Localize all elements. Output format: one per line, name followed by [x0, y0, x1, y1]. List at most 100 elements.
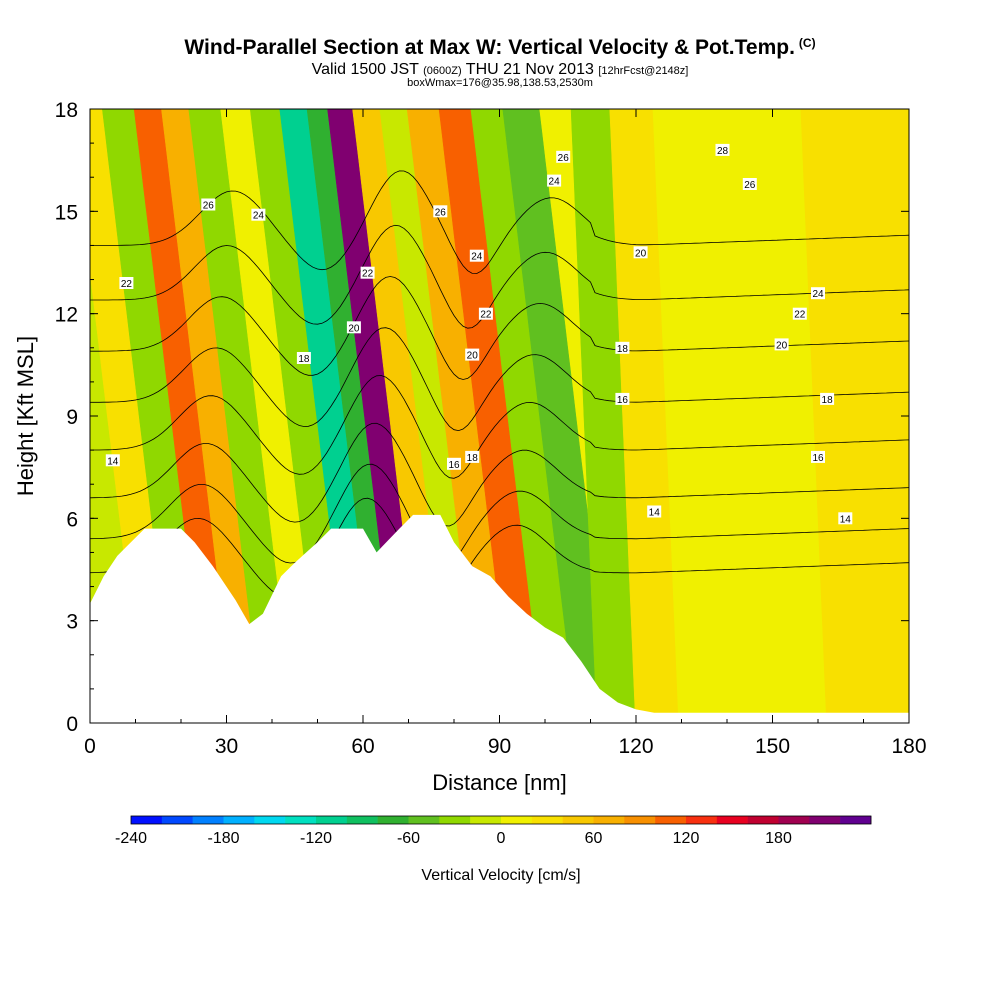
colorbar-tick-label: -120 [300, 830, 332, 847]
contour-label-text: 20 [635, 248, 647, 259]
contour-label-text: 16 [812, 453, 824, 464]
x-tick-label: 90 [488, 735, 511, 758]
contour-label-text: 14 [649, 508, 661, 519]
x-tick-label: 150 [755, 735, 790, 758]
colorbar-swatch [624, 816, 656, 824]
x-axis-label: Distance [nm] [432, 770, 567, 795]
isentrope-18 [90, 422, 909, 527]
y-tick-label: 0 [66, 713, 78, 736]
y-tick-label: 6 [66, 508, 78, 531]
colorbar-swatch [778, 816, 810, 824]
contour-label-text: 26 [744, 180, 756, 191]
y-axis-label: Height [Kft MSL] [13, 336, 38, 496]
colorbar-swatch [131, 816, 163, 824]
contour-label: 18 [820, 392, 835, 406]
subtitle-zulu: (0600Z) [423, 65, 462, 77]
colorbar-swatch [840, 816, 872, 824]
contour-label-text: 22 [794, 310, 806, 321]
contour-label-bg [296, 352, 311, 364]
velocity-band [800, 109, 909, 723]
colorbar-swatch [223, 816, 255, 824]
contour-label-text: 26 [558, 153, 570, 164]
contour-label: 20 [346, 321, 361, 334]
colorbar-swatch [809, 816, 841, 824]
x-tick-label: 180 [891, 735, 926, 758]
colorbar-tick-label: 60 [585, 830, 603, 847]
x-tick-label: 60 [351, 735, 374, 758]
contour-label: 18 [465, 450, 480, 464]
contour-label: 24 [547, 174, 562, 188]
colorbar-swatch [285, 816, 317, 824]
contour-label-text: 22 [121, 279, 133, 290]
contour-label-bg [547, 174, 562, 187]
y-tick-label: 15 [55, 201, 78, 224]
subtitle-forecast: [12hrFcst@2148z] [598, 65, 689, 77]
contour-label-text: 22 [480, 310, 492, 321]
colorbar-swatch [686, 816, 718, 824]
contour-label-text: 18 [617, 344, 629, 355]
colorbar-tick-label: 180 [765, 830, 792, 847]
contour-label-bg [360, 266, 375, 279]
contour-label: 24 [469, 249, 484, 263]
contour-label: 22 [792, 307, 807, 321]
contour-label: 18 [615, 341, 630, 355]
contour-label-bg [742, 178, 757, 190]
isentrope-28 [90, 170, 909, 274]
contour-label: 24 [811, 287, 825, 300]
colorbar-swatch [531, 816, 563, 824]
colorbar-tick-label: -240 [115, 830, 147, 847]
contour-label-text: 28 [717, 146, 729, 157]
contour-label: 16 [615, 392, 630, 406]
contour-label-bg [469, 249, 484, 262]
contour-label: 26 [201, 198, 216, 212]
contour-label-text: 14 [840, 514, 852, 525]
colorbar-swatch [747, 816, 779, 824]
y-tick-label: 9 [66, 406, 78, 429]
colorbar-tick-label: 120 [673, 830, 700, 847]
colorbar-swatch [439, 816, 471, 824]
isentrope-20 [90, 375, 909, 479]
contour-label-bg [615, 392, 630, 405]
isentrope-contours [90, 170, 909, 602]
contour-label-text: 14 [107, 456, 119, 467]
colorbar-swatch [716, 816, 748, 824]
colorbar-swatch [254, 816, 286, 824]
contour-label-bg [792, 307, 807, 320]
terrain-mask [90, 514, 909, 723]
copyright-mark: (C) [798, 36, 816, 50]
contour-label: 20 [633, 246, 648, 259]
contour-label-bg [715, 143, 730, 156]
colorbar-swatch [593, 816, 625, 824]
contour-label-text: 16 [448, 460, 460, 471]
contour-label-text: 20 [348, 323, 360, 334]
colorbar-label: Vertical Velocity [cm/s] [421, 867, 580, 884]
contour-label-bg [633, 246, 648, 259]
contour-label-bg [201, 198, 216, 211]
contour-label: 22 [360, 266, 375, 280]
contour-label: 14 [105, 454, 120, 467]
contour-label: 22 [119, 277, 134, 290]
axis-ticks: 0 30 60 90 120 150 180 0 3 6 9 12 15 18 [55, 99, 927, 758]
contour-label-bg [447, 457, 461, 470]
contour-label-text: 16 [617, 395, 629, 406]
colorbar-swatch [377, 816, 409, 824]
colorbar-swatch [470, 816, 502, 824]
contour-label-text: 20 [467, 351, 479, 362]
contour-label-text: 26 [203, 201, 215, 212]
contour-label-text: 24 [471, 252, 483, 263]
contour-label: 16 [447, 457, 461, 471]
y-tick-label: 3 [66, 611, 78, 634]
colorbar-tick-label: -180 [207, 830, 239, 847]
contour-label-bg [811, 287, 825, 300]
contour-label-text: 24 [549, 177, 561, 188]
y-tick-label: 18 [55, 99, 78, 122]
contour-label: 14 [647, 505, 662, 519]
contour-label-bg [251, 208, 266, 221]
x-tick-label: 0 [84, 735, 96, 758]
isentrope-14 [90, 497, 909, 602]
contour-label: 20 [465, 348, 480, 362]
subtitle-valid: Valid 1500 JST [311, 61, 419, 78]
contour-label: 28 [715, 143, 730, 157]
colorbar-tick-label: 0 [497, 830, 506, 847]
